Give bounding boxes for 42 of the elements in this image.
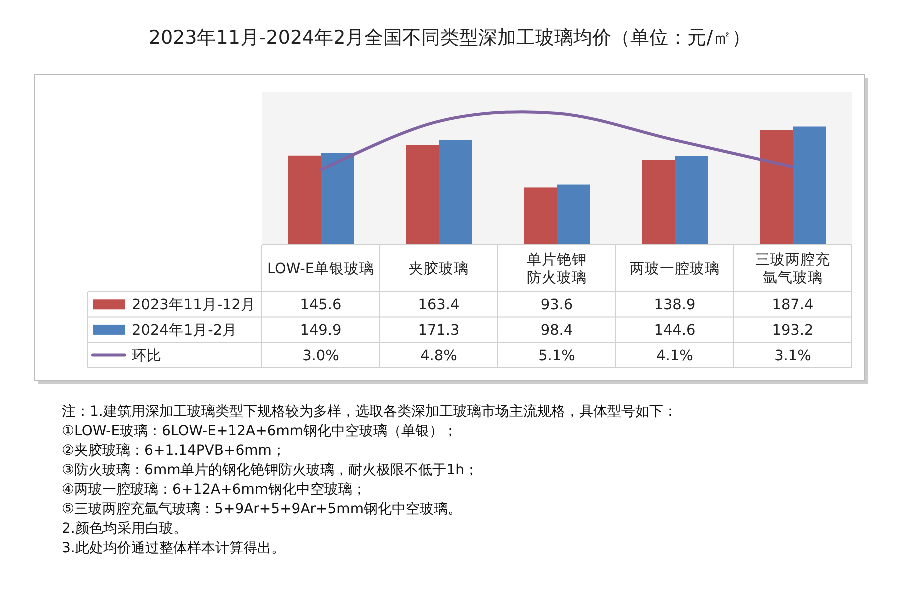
text: ④两玻一腔玻璃：6+12A+6mm钢化中空玻璃； <box>62 482 366 498</box>
bar <box>321 153 354 245</box>
legend-label: 环比 <box>132 347 162 364</box>
data-label: 4.8% <box>420 348 458 364</box>
x-tick-label: 三玻两腔充氩气玻璃 <box>756 252 830 286</box>
data-label: 93.6 <box>540 298 574 314</box>
x-tick-label: LOW-E单银玻璃 <box>267 260 375 278</box>
data-label: 171.3 <box>418 322 460 339</box>
bar <box>406 145 439 245</box>
bar <box>557 184 590 245</box>
bar <box>760 130 793 245</box>
text: 3.此处均价通过整体样本计算得出。 <box>62 540 286 556</box>
bar <box>642 160 675 245</box>
text: 2.颜色均采用白玻。 <box>62 521 188 537</box>
data-label: 3.0% <box>302 348 340 364</box>
bar <box>675 156 708 245</box>
x-tick-label: 夹胶玻璃 <box>409 260 469 278</box>
data-label: 144.6 <box>654 322 696 339</box>
x-tick-label: 两玻一腔玻璃 <box>630 260 720 278</box>
text: ③防火玻璃：6mm单片的钢化铯钾防火玻璃，耐火极限不低于1h； <box>62 462 479 478</box>
text: ⑤三玻两腔充氩气玻璃：5+9Ar+5+9Ar+5mm钢化中空玻璃。 <box>62 502 462 518</box>
x-tick-label: 单片铯钾防火玻璃 <box>527 252 587 286</box>
data-label: 187.4 <box>772 298 814 314</box>
data-label: 4.1% <box>656 348 694 364</box>
legend-label: 2024年1月-2月 <box>132 322 238 339</box>
bar <box>793 126 826 245</box>
data-label: 5.1% <box>538 348 576 364</box>
data-label: 163.4 <box>418 298 460 314</box>
text: ②夹胶玻璃：6+1.14PVB+6mm； <box>62 443 286 459</box>
bar <box>524 188 557 245</box>
bar <box>439 140 472 245</box>
legend-label: 2023年11月-12月 <box>132 296 256 314</box>
data-label: 98.4 <box>540 322 574 339</box>
data-label: 193.2 <box>772 322 814 339</box>
bar <box>288 156 321 245</box>
data-label: 138.9 <box>654 298 696 314</box>
text: ①LOW-E玻璃：6LOW-E+12A+6mm钢化中空玻璃（单银）； <box>62 424 458 440</box>
data-label: 3.1% <box>774 348 812 364</box>
chart-title: 2023年11月-2024年2月全国不同类型深加工玻璃均价（单位：元/㎡） <box>148 27 752 49</box>
text: 注：1.建筑用深加工玻璃类型下规格较为多样，选取各类深加工玻璃市场主流规格，具体型号如下： <box>62 404 678 420</box>
data-label: 149.9 <box>300 322 342 339</box>
data-label: 145.6 <box>300 298 342 314</box>
